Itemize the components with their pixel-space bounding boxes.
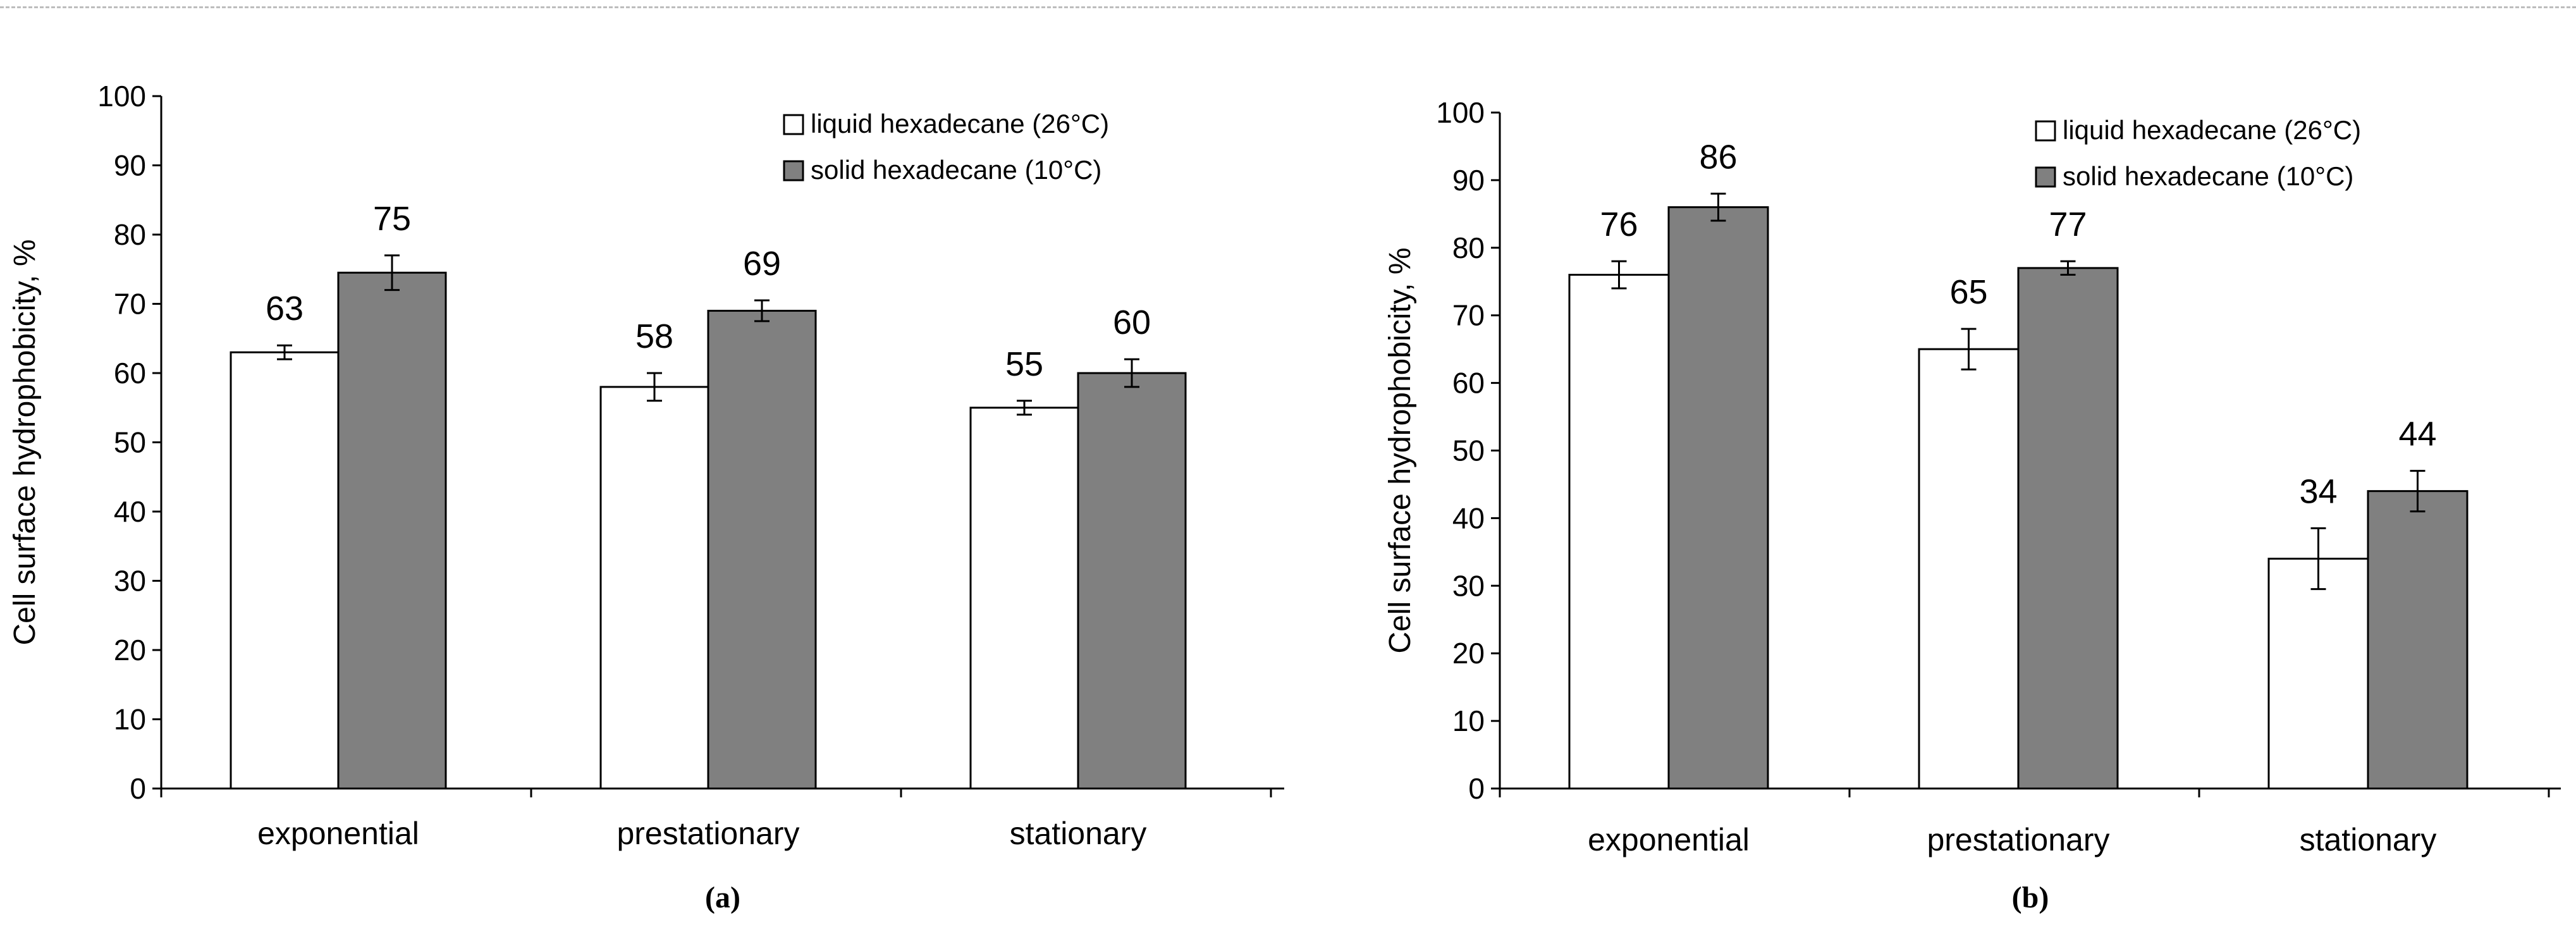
dashed-top-border bbox=[0, 6, 2576, 8]
data-label: 60 bbox=[1113, 304, 1151, 341]
legend-entry: solid hexadecane (10°C) bbox=[2063, 161, 2353, 191]
legend-entry: liquid hexadecane (26°C) bbox=[811, 109, 1109, 138]
legend-swatch bbox=[783, 160, 804, 181]
data-label: 55 bbox=[1005, 345, 1043, 383]
bar bbox=[2367, 490, 2469, 790]
y-tick-label: 30 bbox=[114, 565, 146, 598]
data-label: 86 bbox=[1699, 138, 1737, 176]
panel-label: (b) bbox=[2012, 881, 2049, 914]
data-label: 65 bbox=[1949, 273, 1987, 311]
legend-entry: liquid hexadecane (26°C) bbox=[2063, 115, 2361, 145]
data-label: 34 bbox=[2299, 472, 2337, 510]
y-tick-label: 50 bbox=[114, 426, 146, 459]
x-category-label: exponential bbox=[257, 816, 419, 851]
y-tick-label: 70 bbox=[114, 288, 146, 321]
bar bbox=[707, 309, 817, 790]
x-category-label: stationary bbox=[2300, 822, 2437, 857]
data-label: 77 bbox=[2049, 206, 2087, 243]
legend-swatch bbox=[2035, 166, 2056, 188]
y-tick-label: 100 bbox=[97, 80, 146, 113]
y-tick-label: 40 bbox=[114, 495, 146, 528]
y-tick-label: 0 bbox=[130, 772, 146, 805]
bar bbox=[1568, 274, 1670, 790]
y-tick-label: 10 bbox=[114, 703, 146, 736]
y-tick-label: 90 bbox=[114, 149, 146, 182]
y-tick-label: 70 bbox=[1452, 299, 1485, 332]
y-tick-label: 80 bbox=[1452, 231, 1485, 264]
y-tick-label: 10 bbox=[1452, 704, 1485, 737]
x-category-label: exponential bbox=[1588, 822, 1750, 857]
y-tick-label: 60 bbox=[114, 357, 146, 390]
data-label: 63 bbox=[266, 290, 304, 328]
x-category-label: stationary bbox=[1010, 816, 1147, 851]
y-tick-label: 90 bbox=[1452, 164, 1485, 197]
y-axis-label: Cell surface hydrophobicity, % bbox=[1383, 247, 1417, 653]
bar bbox=[337, 271, 447, 790]
y-tick-label: 80 bbox=[114, 218, 146, 251]
y-tick-label: 30 bbox=[1452, 569, 1485, 602]
data-label: 76 bbox=[1600, 206, 1638, 243]
panel-label: (a) bbox=[705, 881, 740, 914]
x-category-label: prestationary bbox=[616, 816, 799, 851]
y-tick-label: 100 bbox=[1436, 96, 1485, 129]
legend-entry: solid hexadecane (10°C) bbox=[811, 155, 1101, 185]
bar bbox=[969, 407, 1079, 790]
bar bbox=[599, 386, 709, 790]
y-tick-label: 20 bbox=[114, 634, 146, 666]
y-axis-label: Cell surface hydrophobicity, % bbox=[8, 239, 42, 645]
bar bbox=[2267, 558, 2369, 790]
legend-swatch bbox=[2035, 120, 2056, 142]
bar bbox=[230, 351, 340, 790]
y-tick-label: 20 bbox=[1452, 637, 1485, 670]
y-tick-label: 40 bbox=[1452, 501, 1485, 534]
x-category-label: prestationary bbox=[1927, 822, 2109, 857]
data-label: 69 bbox=[743, 245, 781, 283]
bar bbox=[1667, 206, 1769, 790]
bar bbox=[2017, 267, 2119, 790]
y-tick-label: 0 bbox=[1468, 772, 1485, 805]
data-label: 75 bbox=[373, 200, 411, 238]
y-tick-label: 60 bbox=[1452, 367, 1485, 400]
bar bbox=[1077, 372, 1187, 790]
y-tick-label: 50 bbox=[1452, 434, 1485, 467]
bar bbox=[1918, 348, 2020, 790]
legend-swatch bbox=[783, 114, 804, 135]
data-label: 58 bbox=[635, 317, 673, 355]
data-label: 44 bbox=[2398, 415, 2436, 453]
